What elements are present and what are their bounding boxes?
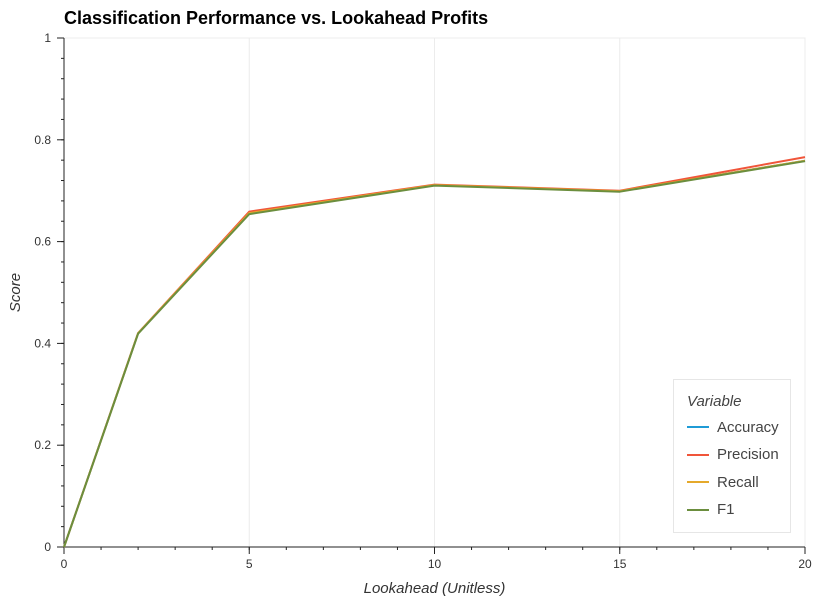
legend-item-f1: F1	[687, 500, 735, 520]
y-tick-label: 1	[44, 31, 51, 45]
legend-item-recall: Recall	[687, 472, 759, 492]
y-tick-label: 0.2	[34, 438, 51, 452]
legend-label: F1	[717, 501, 735, 518]
chart-title: Classification Performance vs. Lookahead…	[64, 8, 489, 28]
legend-swatch	[687, 481, 709, 483]
y-tick-label: 0.4	[34, 336, 51, 350]
series-line-f1	[63, 160, 806, 548]
legend-title: Variable	[687, 393, 742, 410]
legend-label: Precision	[717, 446, 779, 463]
x-tick-label: 15	[613, 557, 627, 571]
y-tick-label: 0	[44, 540, 51, 554]
y-axis-label: Score	[7, 273, 24, 312]
x-tick-label: 10	[428, 557, 442, 571]
legend: Variable Accuracy Precision Recall F1	[673, 379, 791, 533]
legend-swatch	[687, 508, 709, 511]
legend-item-precision: Precision	[687, 445, 779, 465]
legend-item-accuracy: Accuracy	[687, 417, 779, 437]
x-tick-label: 20	[798, 557, 812, 571]
x-tick-label: 5	[246, 557, 253, 571]
legend-swatch	[687, 453, 709, 456]
x-tick-label: 0	[61, 557, 68, 571]
legend-label: Recall	[717, 473, 759, 491]
legend-label: Accuracy	[717, 418, 779, 436]
y-tick-label: 0.6	[34, 235, 51, 249]
y-tick-label: 0.8	[34, 133, 51, 147]
x-axis-label: Lookahead (Unitless)	[364, 580, 506, 597]
legend-swatch	[687, 426, 709, 428]
